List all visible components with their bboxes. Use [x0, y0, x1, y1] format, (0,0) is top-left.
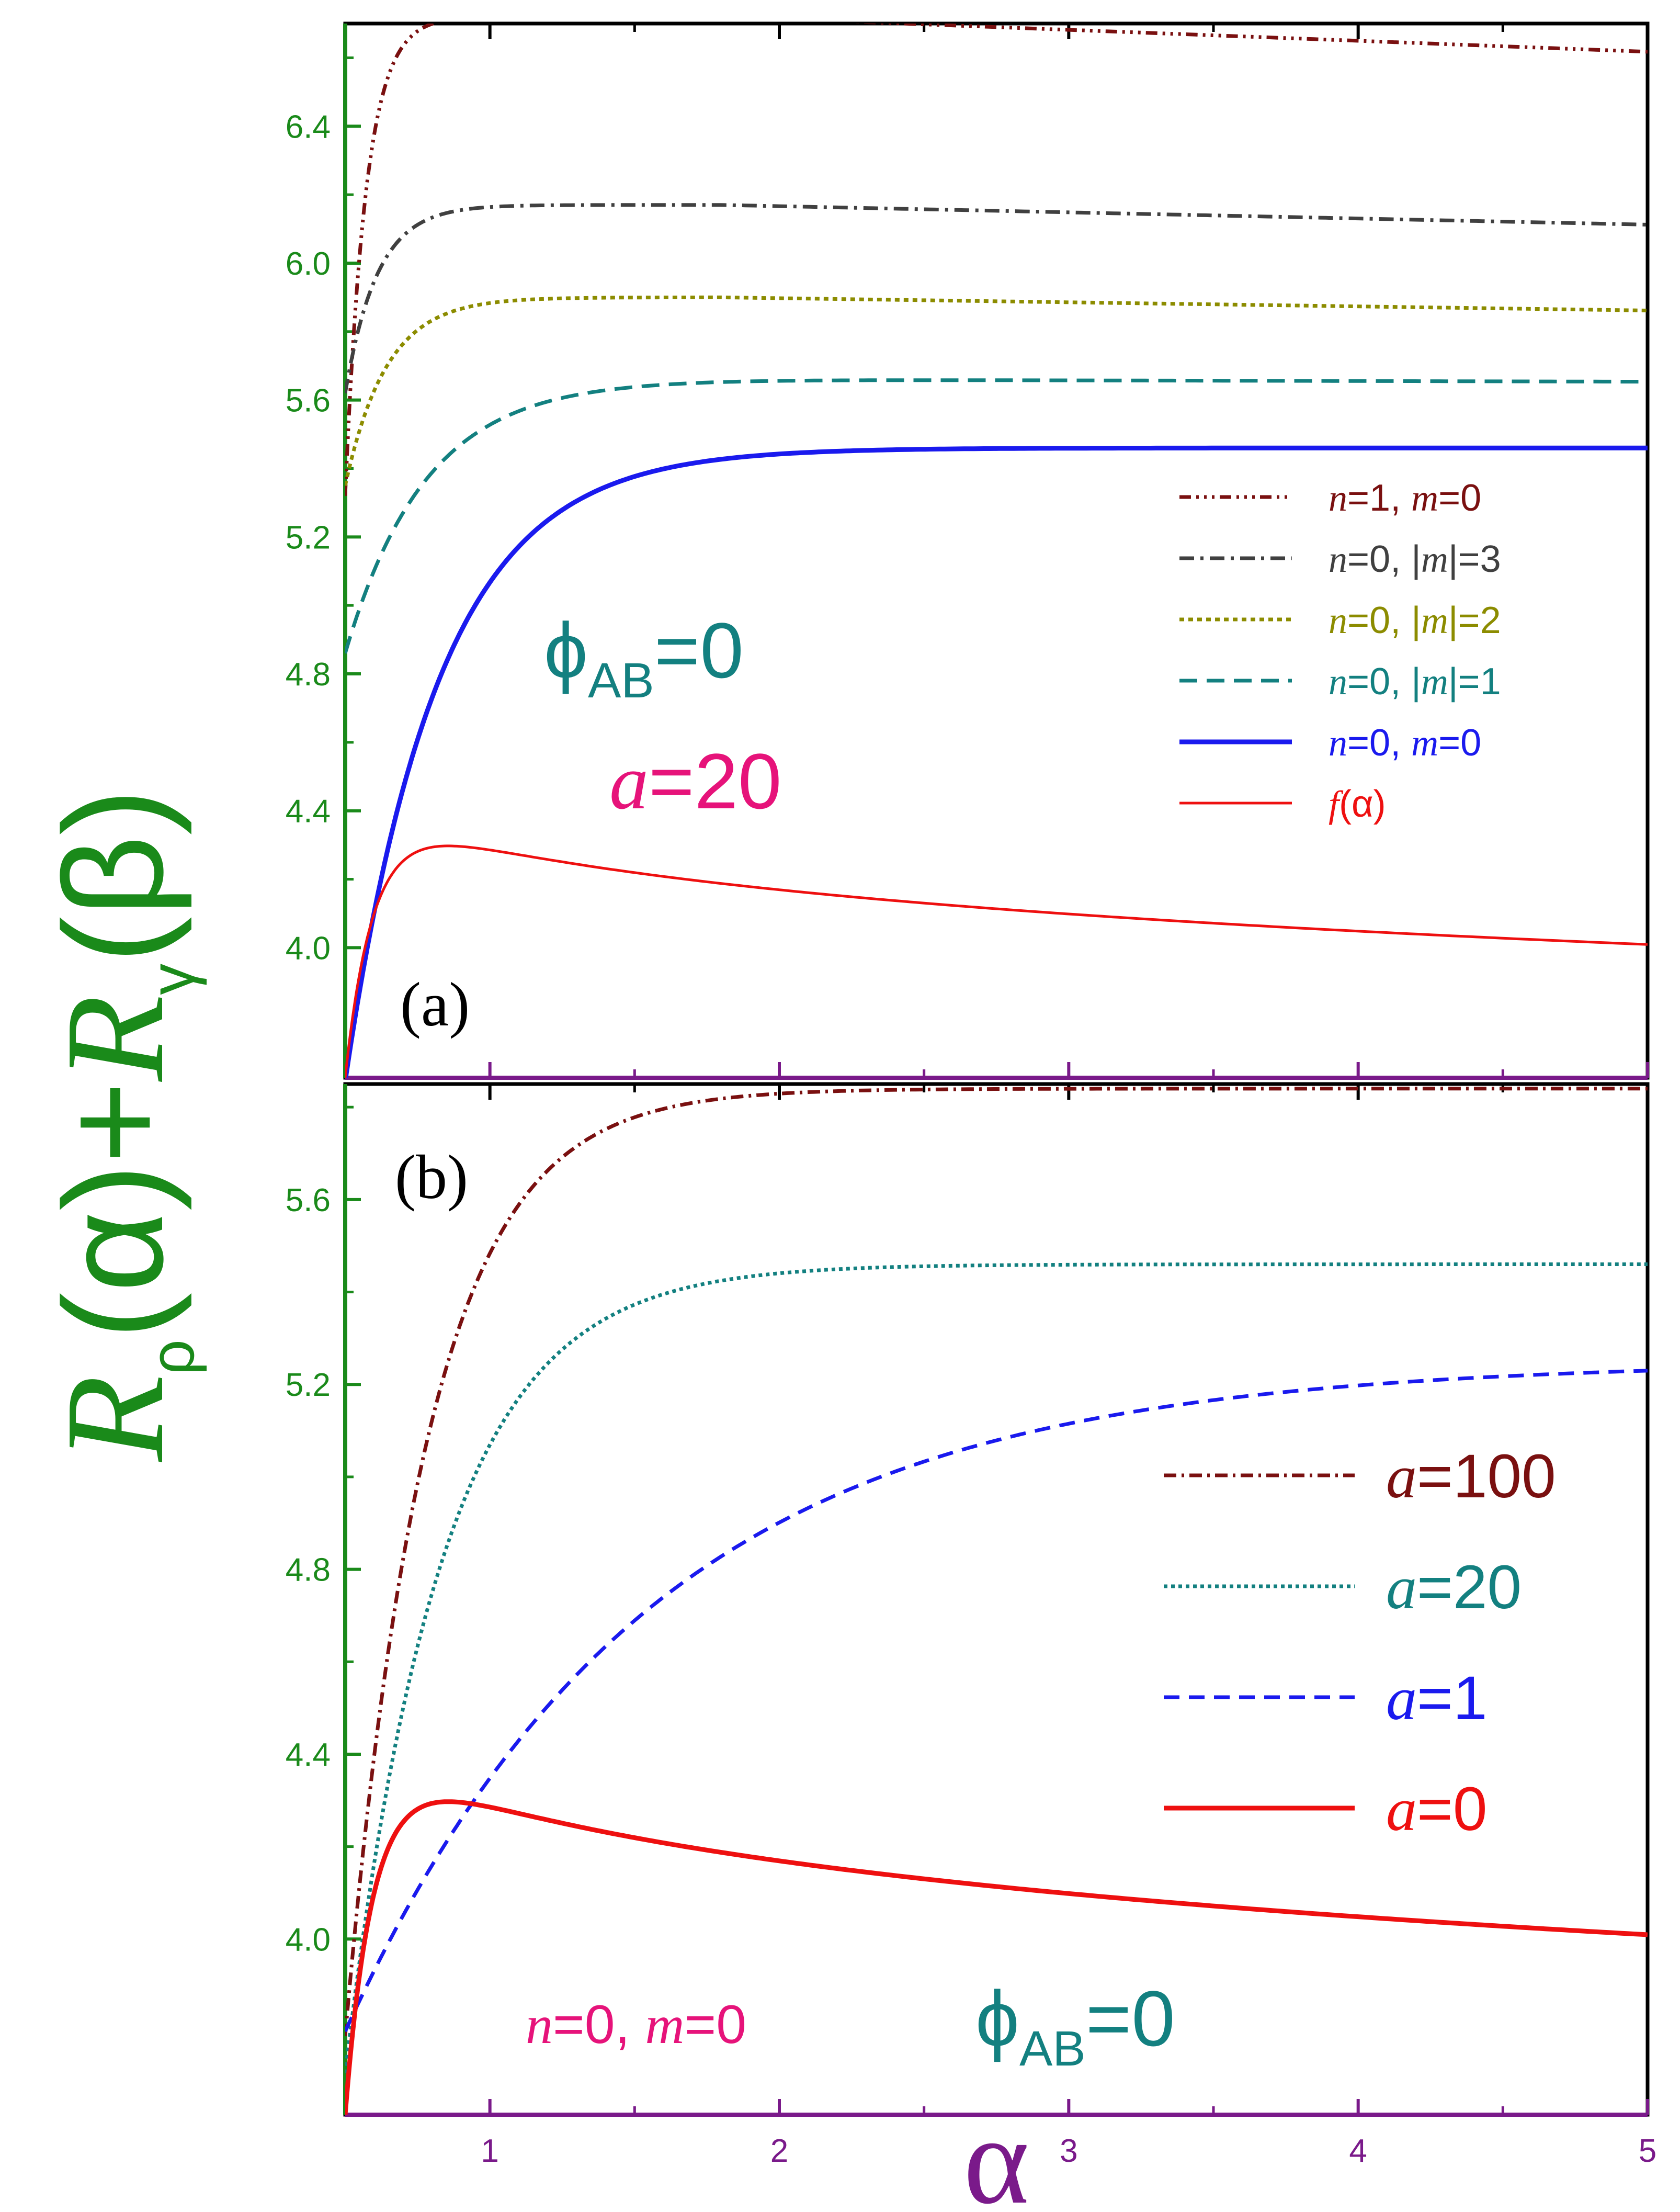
panel-b-nm-annotation: n=0, m=0: [526, 1994, 746, 2055]
x-tick-label: 5: [1639, 2133, 1656, 2169]
y-tick-label: 4.4: [286, 1737, 331, 1773]
y-tick-label: 6.0: [286, 246, 331, 282]
x-tick-label: 1: [481, 2133, 498, 2169]
panel-b-label: (b): [395, 1142, 468, 1212]
panel-b-phi-annotation: ϕAB=0: [975, 1974, 1175, 2076]
legend-label: a=100: [1386, 1442, 1556, 1511]
y-tick-label: 4.4: [286, 794, 331, 830]
series-line: [345, 1369, 1648, 2033]
y-tick-label: 4.8: [286, 657, 331, 693]
legend-label: n=0, m=0: [1329, 722, 1481, 764]
panel-b-ticks: 4.0 4.4 4.8 5.2 5.6 1 2 3 4 5: [286, 1084, 1656, 2169]
x-axis-label: α: [963, 2091, 1029, 2212]
series-line: [345, 1262, 1648, 2073]
y-tick-label: 5.6: [286, 383, 331, 419]
legend-label: n=1, m=0: [1329, 477, 1481, 519]
y-tick-label: 4.0: [286, 1922, 331, 1958]
x-tick-label: 4: [1349, 2133, 1367, 2169]
panel-a-label: (a): [400, 969, 470, 1039]
series-line: [345, 24, 1648, 496]
series-line: [345, 203, 1648, 394]
panel-a-legend: n=1, m=0 n=0, |m|=3 n=0, |m|=2 n=0, |m|=1 n=…: [1179, 477, 1501, 825]
panel-a-a-annotation: a=20: [609, 737, 781, 826]
y-axis-label: Rρ(α)+Rγ(β): [35, 788, 207, 1464]
series-line: [345, 295, 1648, 486]
legend-label: n=0, |m|=1: [1329, 661, 1501, 703]
panel-a-curves: [345, 24, 1648, 1078]
series-line: [345, 445, 1648, 1078]
y-tick-label: 5.6: [286, 1182, 331, 1218]
y-tick-label: 4.8: [286, 1552, 331, 1588]
panel-a-ticks: 4.0 4.4 4.8 5.2 5.6 6.0 6.4: [286, 24, 1649, 1078]
legend-label: a=1: [1386, 1664, 1488, 1733]
legend-label: n=0, |m|=3: [1329, 538, 1501, 580]
y-tick-label: 6.4: [286, 109, 331, 145]
legend-label: a=0: [1386, 1775, 1488, 1844]
y-tick-label: 5.2: [286, 1367, 331, 1403]
y-tick-label: 4.0: [286, 930, 331, 966]
x-tick-label: 2: [770, 2133, 788, 2169]
series-line: [345, 1087, 1648, 2037]
series-line: [345, 1799, 1648, 2115]
x-tick-label: 3: [1060, 2133, 1077, 2169]
y-tick-label: 5.2: [286, 520, 331, 556]
legend-label: n=0, |m|=2: [1329, 600, 1501, 641]
series-line: [345, 844, 1648, 1078]
panel-b-curves: [345, 1087, 1648, 2115]
panel-b-legend: a=100 a=20 a=1 a=0: [1164, 1442, 1556, 1844]
legend-label: f(α): [1329, 783, 1386, 825]
panel-a-phi-annotation: ϕAB=0: [544, 606, 744, 708]
legend-label: a=20: [1386, 1553, 1522, 1622]
